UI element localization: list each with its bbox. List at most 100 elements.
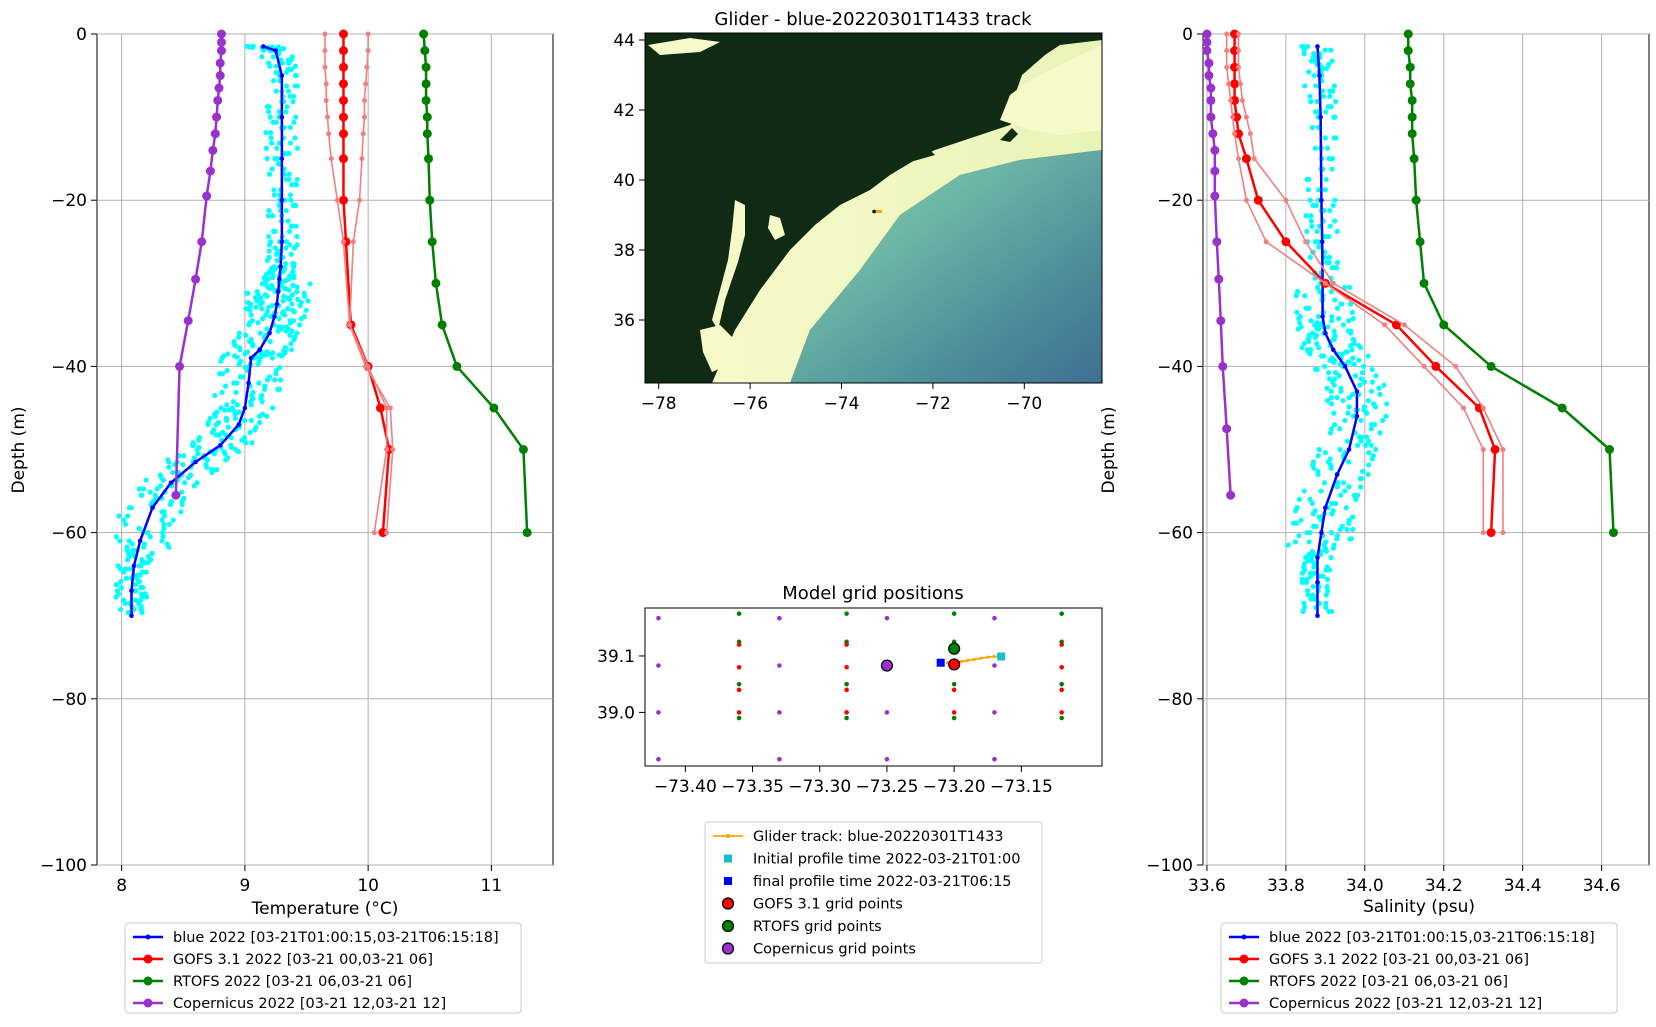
series-point — [338, 129, 348, 139]
glider-profile-point — [1364, 410, 1370, 416]
series-point — [1303, 239, 1309, 245]
glider-profile-point — [234, 380, 240, 386]
glider-profile-point — [1315, 345, 1322, 351]
glider-profile-point — [1325, 104, 1331, 110]
glider-profile-point — [242, 417, 248, 424]
glider-profile-point — [282, 312, 288, 318]
glider-profile-point — [255, 320, 261, 326]
glider-profile-point — [195, 451, 201, 457]
glider-profile-point — [303, 307, 309, 313]
grid-x-tick-label: −73.25 — [855, 777, 918, 797]
series-point — [175, 361, 185, 371]
glider-profile-point — [1325, 588, 1331, 594]
series-point — [1236, 48, 1242, 54]
series-point — [1439, 320, 1449, 330]
glider-profile-point — [237, 374, 243, 380]
series-point — [171, 490, 181, 500]
gofs-nearest-point — [948, 658, 961, 671]
legend-swatch-marker — [1239, 954, 1249, 964]
glider-profile-point — [225, 351, 231, 357]
glider-profile-point — [283, 109, 289, 115]
gofs-grid-point — [736, 642, 742, 647]
glider-profile-point — [292, 63, 298, 69]
glider-profile-point — [139, 492, 145, 498]
series-point — [522, 528, 532, 538]
series-point — [1218, 361, 1228, 371]
glider-profile-point — [1324, 584, 1330, 590]
glider-profile-point — [257, 301, 264, 307]
series-line — [1237, 34, 1504, 533]
glider-profile-point — [1340, 322, 1347, 328]
series-point — [326, 131, 332, 137]
series-point — [363, 363, 369, 369]
rtofs-grid-point — [951, 715, 957, 721]
series-point — [518, 445, 528, 454]
glider-profile-point — [264, 293, 270, 299]
glider-profile-point — [147, 489, 153, 495]
legend-swatch-marker — [145, 934, 151, 940]
series-point — [214, 83, 224, 93]
legend-label: RTOFS 2022 [03-21 06,03-21 06] — [1269, 974, 1508, 990]
glider-profile-point — [1299, 570, 1306, 576]
glider-profile-point — [1315, 313, 1322, 320]
series-point — [1419, 278, 1429, 288]
series-point — [328, 156, 334, 162]
glider-profile-point — [1318, 551, 1324, 558]
series-point — [202, 191, 212, 201]
glider-profile-point — [1331, 421, 1338, 428]
glider-profile-point — [259, 399, 265, 405]
glider-profile-point — [139, 609, 145, 616]
glider-profile-point — [243, 440, 249, 446]
glider-profile-point — [1326, 259, 1332, 266]
series-point — [363, 81, 369, 87]
glider-profile-point — [1294, 520, 1300, 526]
y-tick-label: −80 — [51, 690, 87, 710]
glider-profile-point — [1294, 289, 1301, 295]
map-x-tick-label: −72 — [915, 394, 951, 414]
glider-profile-point — [266, 248, 272, 254]
glider-profile-point — [283, 69, 289, 76]
glider-profile-point — [1368, 426, 1374, 432]
glider-profile-point — [1384, 401, 1390, 407]
glider-profile-point — [274, 145, 280, 151]
glider-profile-point — [285, 306, 291, 312]
glider-profile-point — [213, 432, 219, 438]
y-tick-label: −20 — [51, 191, 87, 211]
grid-legend-swatch — [724, 877, 732, 885]
temperature-plot-area — [96, 33, 554, 866]
glider-profile-point — [305, 298, 311, 304]
series-point — [131, 563, 137, 569]
grid-legend-frame — [704, 821, 1043, 964]
series-line — [1225, 34, 1485, 533]
copernicus-grid-point — [884, 756, 890, 762]
glider-profile-point — [1337, 526, 1343, 533]
long-island — [870, 150, 935, 172]
gofs-grid-point — [736, 664, 742, 670]
glider-profile-point — [122, 521, 129, 527]
series-point — [1224, 64, 1230, 70]
glider-profile-point — [1312, 334, 1319, 340]
glider-profile-point — [293, 223, 299, 229]
rtofs-grid-point — [736, 681, 742, 687]
series-point — [236, 422, 242, 427]
glider-profile-point — [262, 352, 269, 358]
series-point — [129, 588, 134, 594]
glider-profile-point — [1308, 218, 1314, 224]
glider-profile-point — [232, 411, 238, 417]
glider-profile-point — [280, 298, 286, 304]
map-y-tick-label: 44 — [613, 31, 635, 51]
copernicus-grid-point — [777, 615, 782, 621]
glider-profile-point — [294, 289, 300, 295]
glider-profile-point — [1323, 233, 1329, 240]
glider-profile-point — [239, 437, 245, 443]
series-point — [1202, 46, 1212, 56]
glider-profile-point — [1334, 305, 1341, 311]
glider-track-point — [992, 654, 997, 659]
glider-profile-point — [136, 486, 142, 492]
glider-profile-point — [1305, 187, 1311, 193]
glider-profile-point — [274, 257, 280, 264]
salinity-xlabel: Salinity (psu) — [1363, 897, 1475, 917]
glider-profile-point — [1324, 65, 1330, 71]
glider-profile-point — [252, 427, 258, 433]
glider-profile-point — [1358, 484, 1364, 490]
